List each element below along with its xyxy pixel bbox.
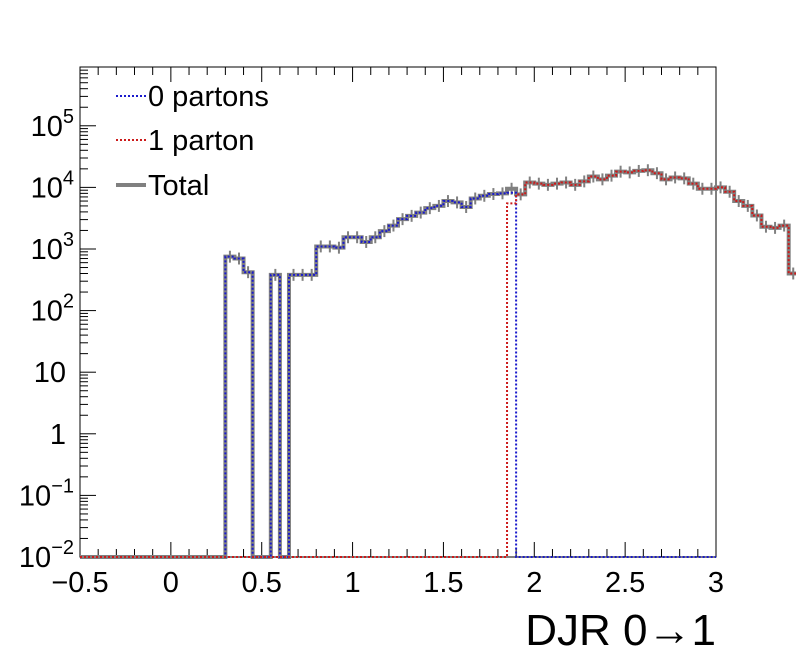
series-line-0-partons xyxy=(80,191,716,558)
x-tick-label: 1 xyxy=(345,567,361,599)
x-tick-label: 1.5 xyxy=(423,567,463,599)
y-axis-tick-labels: 10−2 10−1 1 10 102 103 104 105 xyxy=(19,106,74,574)
series-line-1-parton xyxy=(80,169,796,558)
x-axis-ticks xyxy=(79,67,717,557)
y-tick-label: 103 xyxy=(31,229,74,266)
legend-label-total: Total xyxy=(148,170,209,202)
y-tick-label: 1 xyxy=(50,419,66,451)
y-axis-ticks xyxy=(80,66,96,558)
series-layer xyxy=(80,164,796,559)
legend-label-0-partons: 0 partons xyxy=(148,81,269,113)
x-axis-label: DJR 0→1 xyxy=(525,606,716,655)
x-tick-label: 3 xyxy=(708,567,724,599)
x-tick-label: −0.5 xyxy=(51,567,108,599)
x-axis-tick-labels: −0.5 0 0.5 1 1.5 2 2.5 3 xyxy=(51,567,724,599)
x-tick-label: 0 xyxy=(163,567,179,599)
y-tick-label: 10−2 xyxy=(19,537,74,574)
y-tick-label: 10 xyxy=(34,357,66,389)
x-tick-label: 2 xyxy=(526,567,542,599)
y-tick-label: 10−1 xyxy=(19,475,74,512)
y-tick-label: 102 xyxy=(31,291,74,328)
x-tick-label: 2.5 xyxy=(605,567,645,599)
y-tick-label: 105 xyxy=(31,106,74,143)
legend-label-1-parton: 1 parton xyxy=(148,125,254,157)
y-tick-label: 104 xyxy=(31,167,74,204)
series-line-total xyxy=(80,168,796,559)
legend: 0 partons 1 parton Total xyxy=(116,81,269,202)
x-tick-label: 0.5 xyxy=(242,567,282,599)
